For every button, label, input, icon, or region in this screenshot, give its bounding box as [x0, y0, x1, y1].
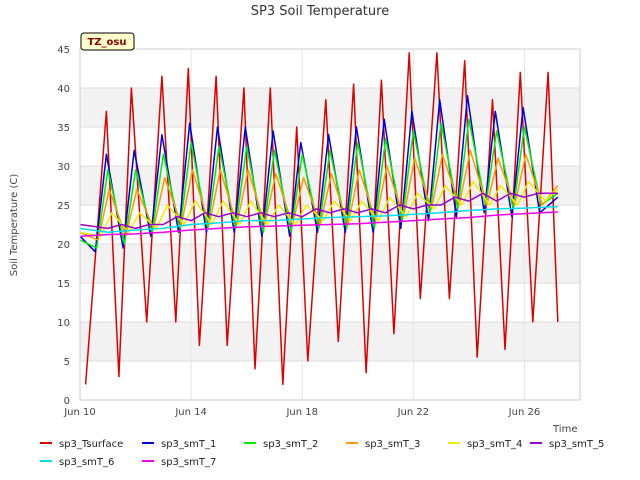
y-tick-label: 30 — [57, 162, 70, 173]
timezone-badge: TZ_osu — [80, 32, 135, 51]
legend-item: sp3_smT_2 — [244, 439, 318, 450]
legend-label: sp3_smT_4 — [467, 439, 522, 450]
series-line-sp3_smT_7 — [79, 211, 558, 237]
series-line-sp3_smT_1 — [79, 95, 559, 253]
y-tick-label: 10 — [57, 318, 70, 329]
legend-item: sp3_smT_7 — [142, 457, 216, 468]
grid-band — [80, 88, 580, 127]
timezone-badge-label: TZ_osu — [87, 37, 126, 48]
timezone-badge-box — [80, 32, 135, 51]
y-axis-label: Soil Temperature (C) — [9, 174, 20, 277]
y-tick-label: 0 — [64, 396, 70, 407]
legend-item: sp3_smT_6 — [40, 457, 114, 468]
x-tick-label: Jun 22 — [397, 407, 430, 418]
legend: sp3_Tsurface sp3_smT_1 sp3_smT_2 sp3_smT_3 s… — [40, 439, 604, 468]
y-tick-label: 45 — [57, 45, 70, 56]
y-tick-label: 15 — [57, 279, 70, 290]
series-lines — [79, 52, 559, 386]
x-tick-label: Jun 26 — [508, 407, 541, 418]
legend-label: sp3_smT_6 — [59, 457, 114, 468]
legend-label: sp3_Tsurface — [59, 439, 123, 450]
x-axis-label: Time — [552, 424, 577, 435]
legend-label: sp3_smT_3 — [365, 439, 420, 450]
grid-band — [80, 283, 580, 322]
series-line-sp3_smT_6 — [79, 205, 558, 234]
legend-label: sp3_smT_2 — [263, 439, 318, 450]
legend-item: sp3_smT_1 — [142, 439, 216, 450]
legend-item: sp3_smT_5 — [530, 439, 604, 450]
grid-band — [80, 361, 580, 400]
series-line-sp3_smT_2 — [79, 118, 559, 249]
series-line-sp3_smT_4 — [79, 180, 559, 237]
y-axis-ticks: 0 5 10 15 20 25 30 35 40 45 — [57, 45, 70, 407]
plot-frame — [79, 48, 581, 401]
y-tick-label: 35 — [57, 123, 70, 134]
y-tick-label: 20 — [57, 240, 70, 251]
x-tick-label: Jun 18 — [285, 407, 318, 418]
grid-band — [80, 244, 580, 283]
y-tick-label: 40 — [57, 84, 70, 95]
legend-item: sp3_smT_3 — [346, 439, 420, 450]
y-tick-label: 5 — [64, 357, 70, 368]
legend-label: sp3_smT_5 — [549, 439, 604, 450]
series-line-sp3_smT_5 — [79, 192, 558, 230]
x-axis-ticks: Jun 10 Jun 14 Jun 18 Jun 22 Jun 26 — [63, 407, 540, 418]
legend-label: sp3_smT_7 — [161, 457, 216, 468]
legend-item: sp3_smT_4 — [448, 439, 522, 450]
legend-item: sp3_Tsurface — [40, 439, 123, 450]
series-line-sp3_Tsurface — [84, 52, 559, 386]
legend-label: sp3_smT_1 — [161, 439, 216, 450]
x-tick-label: Jun 10 — [63, 407, 96, 418]
chart-title: SP3 Soil Temperature — [251, 4, 389, 19]
y-tick-label: 25 — [57, 201, 70, 212]
grid-band — [80, 49, 580, 88]
x-tick-label: Jun 14 — [174, 407, 207, 418]
grid-band — [80, 322, 580, 361]
